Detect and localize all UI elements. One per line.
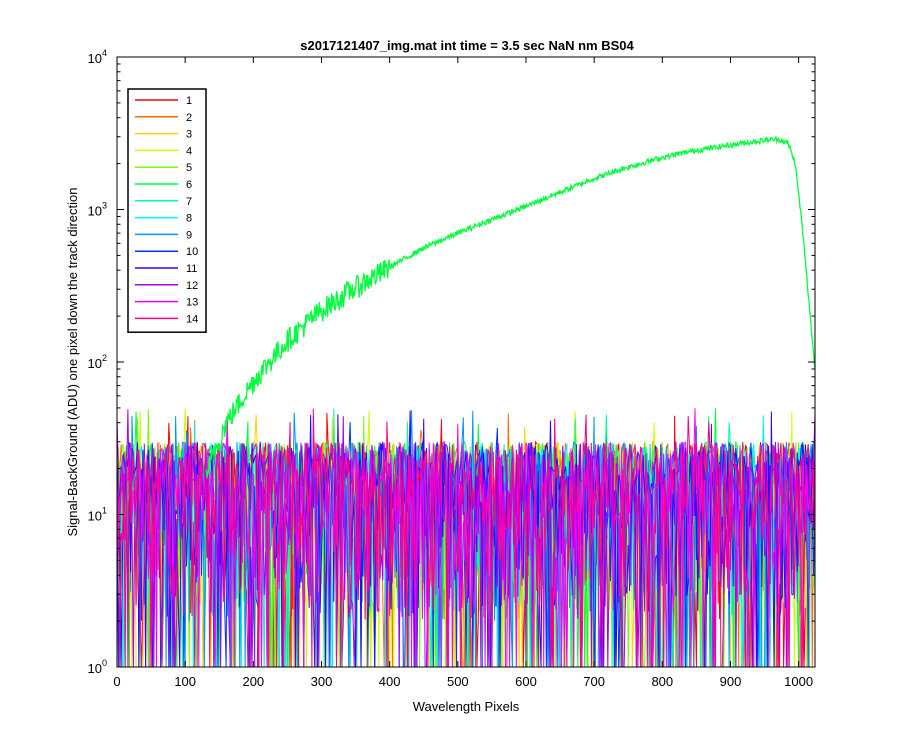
x-tick-label: 900: [720, 674, 742, 689]
series-14-line: [117, 408, 815, 667]
x-tick-label: 600: [515, 674, 537, 689]
legend-label-2: 2: [186, 112, 192, 124]
x-axis-ticks: 0 100 200 300 400 500 600 700 800 900 1000: [113, 57, 813, 689]
legend-label-8: 8: [186, 213, 192, 225]
legend-label-7: 7: [186, 196, 192, 208]
x-tick-label: 100: [174, 674, 196, 689]
x-tick-label: 800: [651, 674, 673, 689]
y-tick-label: 102: [88, 353, 107, 371]
legend-label-13: 13: [186, 297, 198, 309]
legend-label-10: 10: [186, 246, 198, 258]
legend-label-9: 9: [186, 229, 192, 241]
legend-label-3: 3: [186, 129, 192, 141]
y-tick-label: 100: [88, 658, 107, 676]
x-tick-label: 400: [379, 674, 401, 689]
x-tick-label: 500: [447, 674, 469, 689]
x-tick-label: 200: [242, 674, 264, 689]
legend-label-14: 14: [186, 313, 198, 325]
chart-title: s2017121407_img.mat int time = 3.5 sec N…: [300, 38, 634, 53]
plot-area: [117, 136, 815, 667]
legend-label-6: 6: [186, 179, 192, 191]
x-tick-label: 700: [583, 674, 605, 689]
y-tick-label: 103: [88, 201, 107, 219]
y-tick-label: 104: [88, 48, 107, 66]
series-6-signal-line: [204, 136, 815, 479]
x-tick-label: 0: [113, 674, 120, 689]
legend-label-5: 5: [186, 162, 192, 174]
legend-box: [127, 88, 207, 333]
legend-label-4: 4: [186, 145, 192, 157]
x-axis-label: Wavelength Pixels: [413, 699, 520, 714]
legend-label-11: 11: [186, 263, 197, 275]
legend-label-12: 12: [186, 280, 198, 292]
x-tick-label: 300: [311, 674, 333, 689]
y-tick-label: 101: [88, 506, 107, 524]
legend-label-1: 1: [186, 95, 192, 107]
y-axis-label: Signal-BackGround (ADU) one pixel down t…: [65, 187, 80, 536]
x-tick-label: 1000: [784, 674, 813, 689]
